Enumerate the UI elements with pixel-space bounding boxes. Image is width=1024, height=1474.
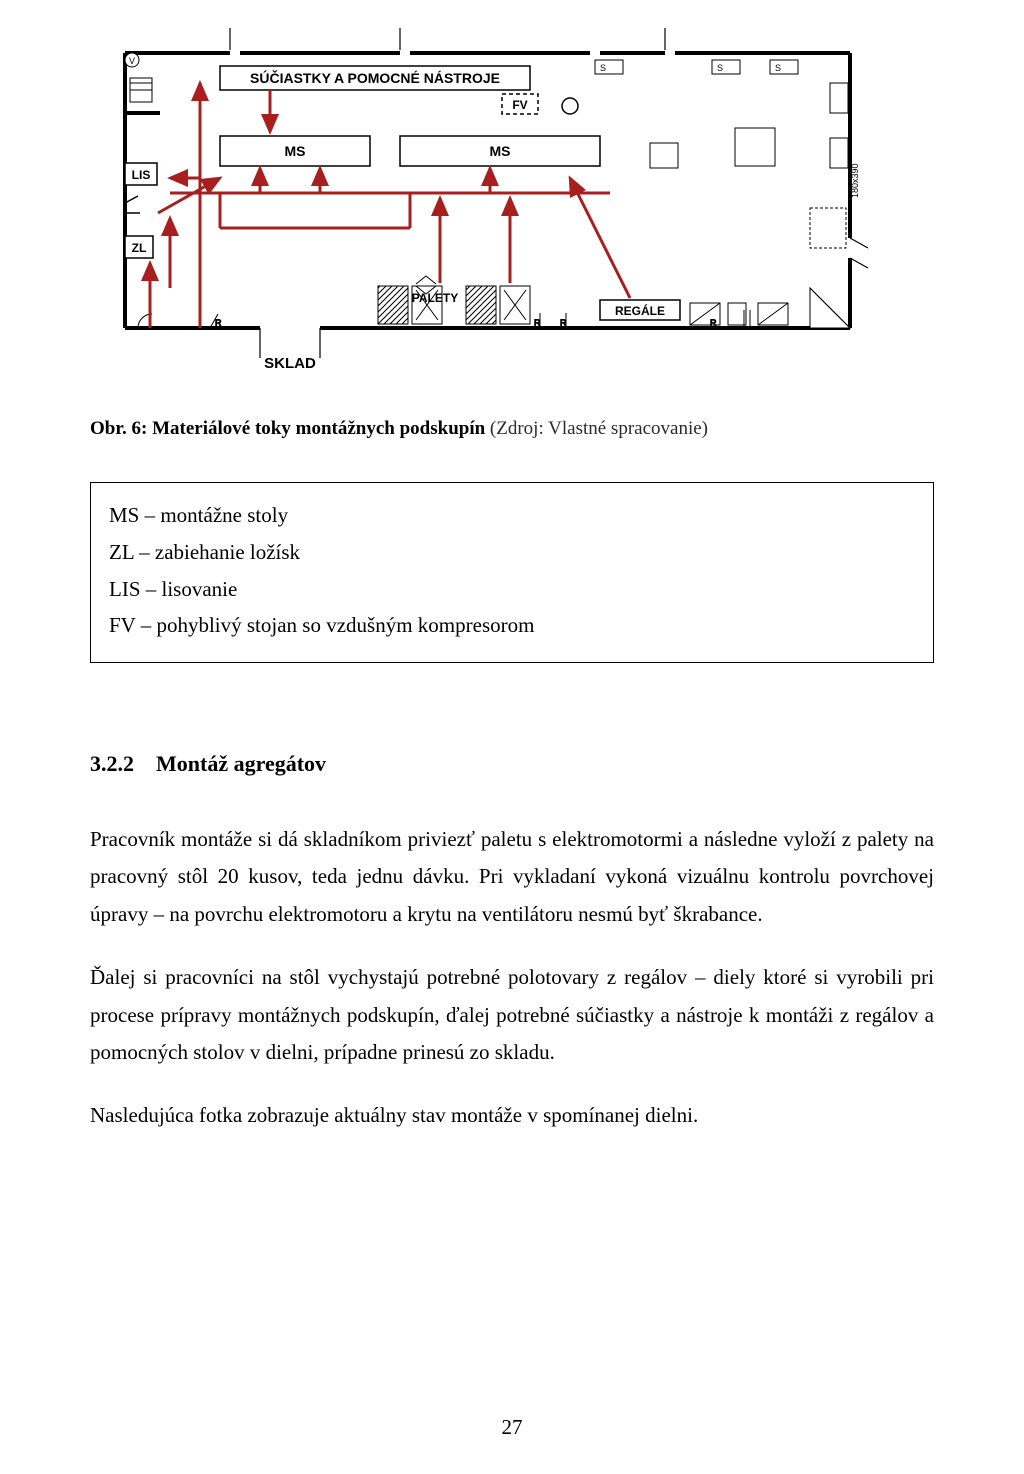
svg-text:S: S: [775, 63, 781, 73]
label-palety: PALETY: [412, 291, 458, 305]
figure-caption: Obr. 6: Materiálové toky montážnych pods…: [90, 418, 934, 440]
legend-item: MS – montážne stoly: [109, 497, 915, 534]
legend-item: LIS – lisovanie: [109, 571, 915, 608]
svg-text:180x390: 180x390: [850, 163, 860, 198]
label-fv: FV: [512, 98, 527, 112]
caption-prefix: Obr. 6: Materiálové toky montážnych pods…: [90, 418, 485, 439]
label-regale: REGÁLE: [615, 303, 665, 318]
label-zl: ZL: [132, 241, 147, 255]
legend-box: MS – montážne stoly ZL – zabiehanie loží…: [90, 482, 934, 663]
body-paragraph: Ďalej si pracovníci na stôl vychystajú p…: [90, 959, 934, 1071]
body-paragraph: Nasledujúca fotka zobrazuje aktuálny sta…: [90, 1097, 934, 1134]
svg-text:V: V: [129, 56, 135, 66]
label-lis: LIS: [132, 168, 151, 182]
label-sklad: SKLAD: [264, 355, 316, 372]
page-number: 27: [0, 1415, 1024, 1440]
label-ms2: MS: [490, 143, 511, 159]
legend-item: ZL – zabiehanie ložísk: [109, 534, 915, 571]
legend-item: FV – pohyblivý stojan so vzdušným kompre…: [109, 607, 915, 644]
diagram-title-banner: SÚČIASTKY A POMOCNÉ NÁSTROJE: [250, 69, 500, 86]
material-flow-diagram: SÚČIASTKY A POMOCNÉ NÁSTROJE S S S V FV …: [110, 28, 934, 378]
section-heading: 3.2.2 Montáž agregátov: [90, 751, 934, 777]
caption-source: (Zdroj: Vlastné spracovanie): [485, 418, 708, 439]
svg-text:R: R: [710, 318, 717, 328]
svg-text:R: R: [215, 318, 222, 328]
svg-text:S: S: [600, 63, 606, 73]
svg-text:S: S: [717, 63, 723, 73]
section-number: 3.2.2: [90, 751, 134, 777]
section-title: Montáž agregátov: [156, 751, 326, 776]
body-paragraph: Pracovník montáže si dá skladníkom privi…: [90, 821, 934, 933]
label-ms1: MS: [285, 143, 306, 159]
